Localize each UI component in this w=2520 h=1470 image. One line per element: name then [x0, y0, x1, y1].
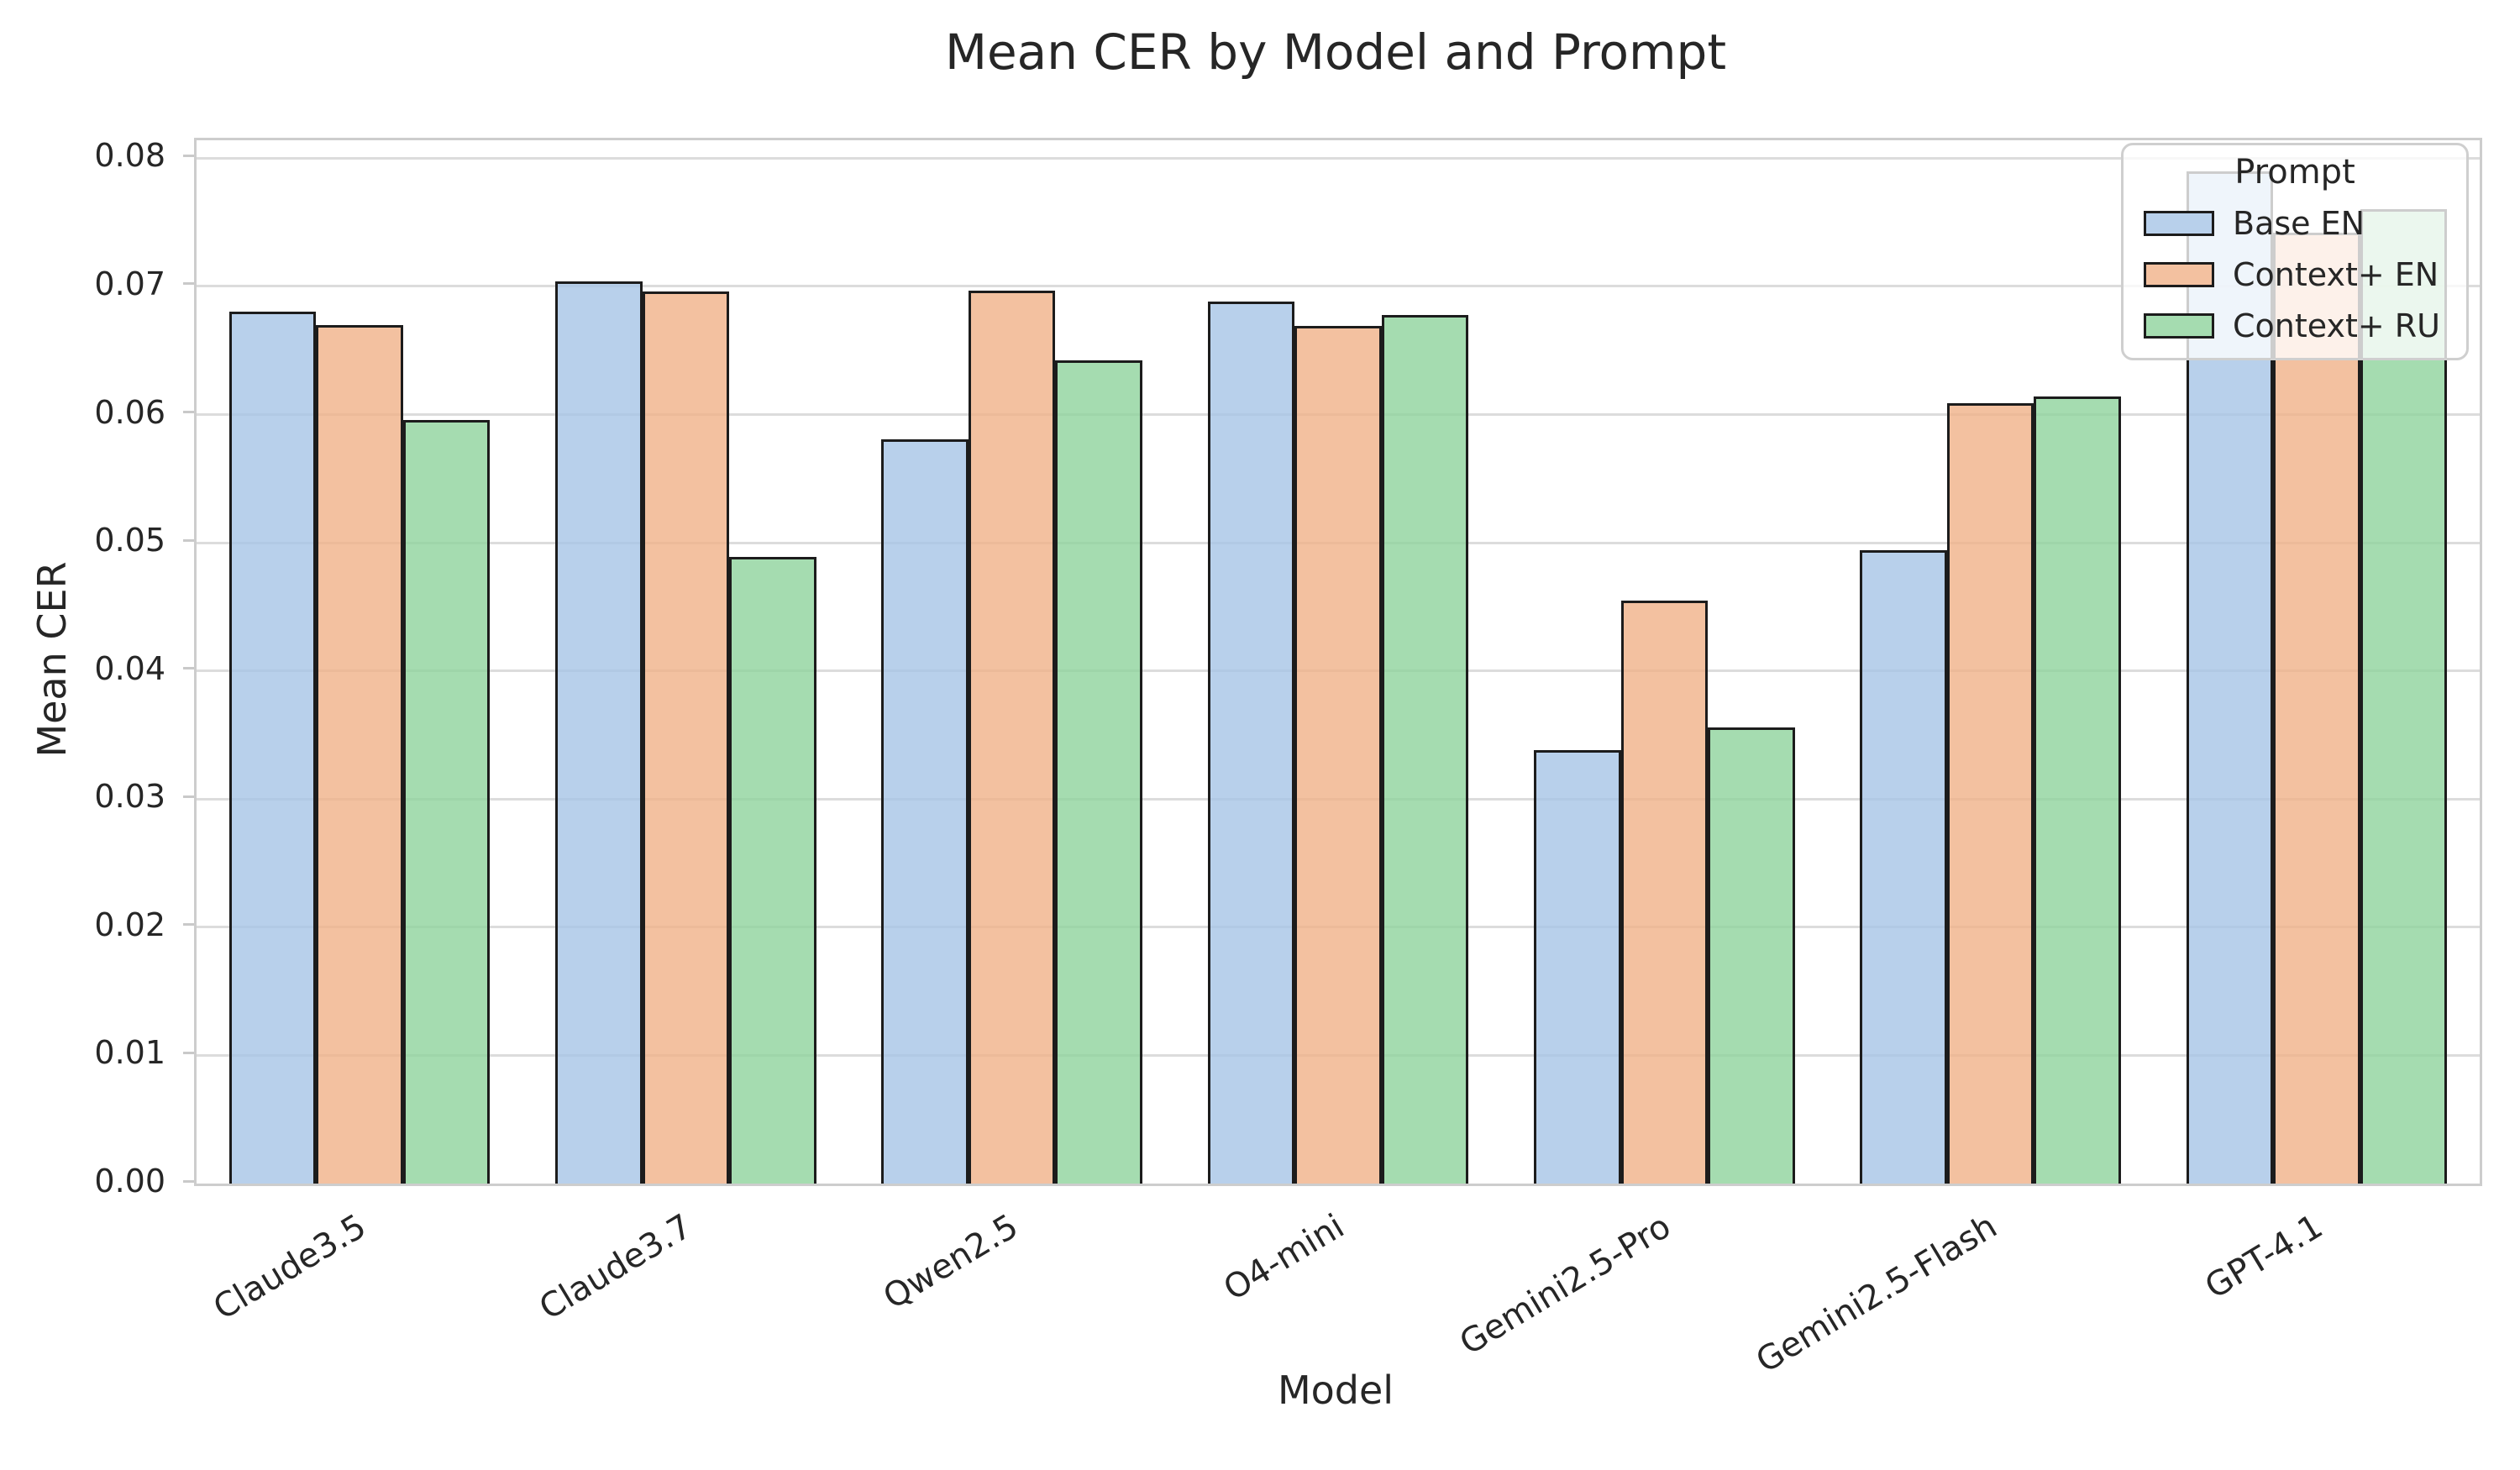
y-tick-mark [183, 923, 194, 927]
bar-claude3-7-context-en [642, 291, 730, 1184]
bar-claude3-5-base-en [228, 312, 317, 1184]
legend-swatch [2144, 211, 2214, 236]
bar-o4-mini-base-en [1207, 302, 1295, 1184]
y-tick-label: 0.04 [94, 649, 165, 687]
legend-entry-label: Context+ RU [2233, 307, 2440, 344]
y-tick-label: 0.00 [94, 1163, 165, 1200]
bar-o4-mini-context-en [1294, 326, 1382, 1184]
y-tick-label: 0.06 [94, 393, 165, 431]
bar-qwen2-5-base-en [881, 438, 969, 1184]
bar-gpt-4-1-context-ru [2360, 209, 2448, 1184]
bar-o4-mini-context-ru [1381, 314, 1469, 1184]
legend-entry: Context+ RU [2144, 307, 2446, 344]
legend-entry-label: Context+ EN [2233, 256, 2439, 293]
legend-entry: Context+ EN [2144, 256, 2446, 293]
bar-qwen2-5-context-en [968, 290, 1056, 1184]
y-tick-mark [183, 538, 194, 542]
bar-gemini2-5-pro-context-ru [1708, 727, 1795, 1184]
legend-entry: Base EN [2144, 205, 2446, 242]
gridline [197, 285, 2480, 288]
y-tick-mark [183, 1051, 194, 1054]
x-tick-label: Claude3.5 [207, 1206, 373, 1328]
x-tick-label: Gemini2.5-Flash [1749, 1206, 2003, 1381]
y-axis-label: Mean CER [29, 561, 75, 758]
legend-swatch [2144, 262, 2214, 287]
chart-title: Mean CER by Model and Prompt [944, 24, 1727, 81]
bar-claude3-5-context-en [316, 324, 403, 1184]
y-tick-mark [183, 795, 194, 798]
bar-gemini2-5-flash-context-ru [2034, 396, 2121, 1184]
x-axis-label: Model [1277, 1368, 1394, 1413]
y-tick-mark [183, 154, 194, 157]
bar-gemini2-5-flash-base-en [1860, 550, 1947, 1184]
y-tick-label: 0.02 [94, 906, 165, 943]
plot-area [194, 138, 2482, 1186]
bar-claude3-7-context-ru [729, 556, 816, 1184]
y-tick-label: 0.08 [94, 137, 165, 175]
legend-entry-label: Base EN [2233, 205, 2365, 242]
bar-qwen2-5-context-ru [1055, 360, 1143, 1184]
x-tick-label: Qwen2.5 [876, 1206, 1025, 1317]
legend-title: Prompt [2234, 153, 2355, 192]
y-tick-mark [183, 282, 194, 286]
x-tick-label: Claude3.7 [533, 1206, 699, 1328]
x-tick-label: O4-mini [1217, 1206, 1352, 1309]
y-tick-label: 0.01 [94, 1034, 165, 1072]
bar-gpt-4-1-context-en [2273, 232, 2360, 1184]
y-tick-mark [183, 667, 194, 670]
bar-gemini2-5-pro-base-en [1533, 750, 1621, 1184]
bar-gemini2-5-pro-context-en [1620, 600, 1709, 1184]
y-tick-label: 0.05 [94, 522, 165, 559]
x-tick-label: GPT-4.1 [2198, 1206, 2330, 1307]
legend: Prompt Base EN Context+ EN Context+ RU [2121, 143, 2469, 360]
bar-claude3-7-base-en [555, 281, 643, 1184]
y-tick-mark [183, 411, 194, 414]
y-tick-label: 0.07 [94, 265, 165, 302]
y-tick-label: 0.03 [94, 778, 165, 816]
bar-gemini2-5-flash-context-en [1946, 402, 2034, 1184]
legend-swatch [2144, 313, 2214, 339]
gridline [197, 156, 2480, 160]
x-tick-label: Gemini2.5-Pro [1452, 1206, 1677, 1363]
bar-claude3-5-context-ru [402, 419, 491, 1184]
y-tick-mark [183, 1179, 194, 1183]
